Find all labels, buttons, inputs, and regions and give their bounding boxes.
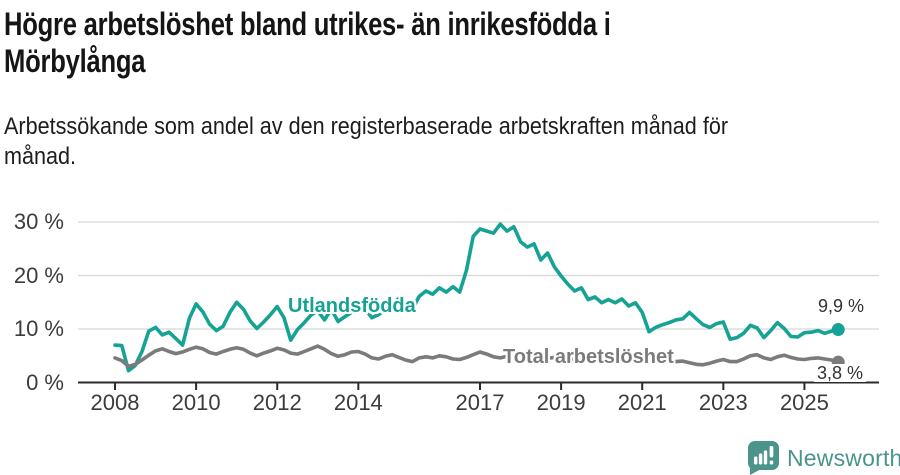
newsworthy-logo[interactable]: Newsworthy: [746, 440, 900, 475]
y-tick-label-20: 20 %: [13, 262, 64, 288]
x-tick-label-2025: 2025: [779, 390, 829, 415]
x-tick-label-2023: 2023: [698, 390, 748, 415]
end-value-label-total: 3,8 %: [814, 364, 867, 382]
x-tick-label-2021: 2021: [617, 390, 667, 415]
series-line-0: [113, 222, 841, 373]
title-line-2: Mörbylånga: [4, 43, 146, 79]
end-value-label-utlandsfodda: 9,9 %: [818, 296, 865, 316]
page-title: Högre arbetslöshet bland utrikes- än inr…: [4, 6, 611, 80]
chart-subtitle: Arbetssökande som andel av den registerb…: [4, 112, 728, 172]
x-tick-label-2017: 2017: [455, 390, 505, 415]
series-line-1: [113, 344, 841, 369]
x-tick-label-2008: 2008: [90, 390, 140, 415]
newsworthy-speech-bubble-barchart-icon: [746, 440, 780, 475]
x-tick-label-2010: 2010: [171, 390, 221, 415]
x-tick-label-2012: 2012: [252, 390, 302, 415]
subtitle-line-2: månad.: [4, 143, 77, 170]
series-label-utlandsfodda: Utlandsfödda: [288, 295, 416, 317]
y-tick-label-10: 10 %: [13, 316, 64, 341]
series-label-total-arbetsloshet: Total arbetslöshet: [503, 346, 674, 368]
series-end-dot-0: [831, 323, 845, 337]
newsworthy-logo-text: Newsworthy: [787, 444, 900, 471]
y-tick-label-30: 30 %: [13, 209, 64, 234]
subtitle-line-1: Arbetssökande som andel av den registerb…: [4, 113, 729, 140]
title-line-1: Högre arbetslöshet bland utrikes- än inr…: [4, 6, 611, 42]
x-tick-label-2019: 2019: [536, 390, 586, 415]
x-tick-label-2014: 2014: [333, 390, 383, 415]
y-tick-label-0: 0 %: [26, 369, 64, 395]
